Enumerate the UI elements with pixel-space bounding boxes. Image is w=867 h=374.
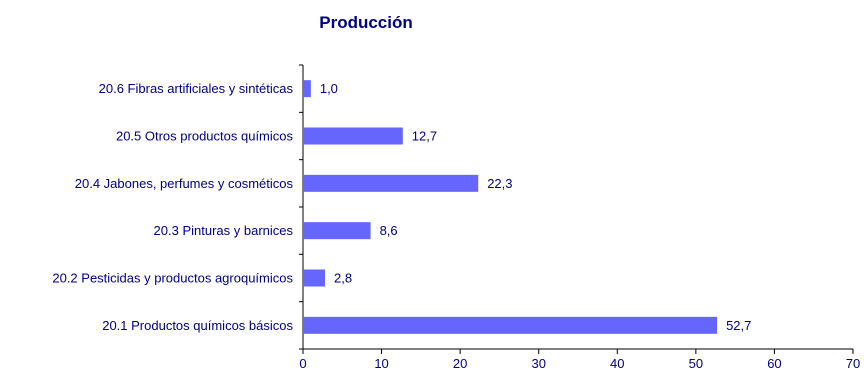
category-label: 20.4 Jabones, perfumes y cosméticos [75,176,294,191]
bar [303,222,371,240]
x-tick-label: 40 [610,356,624,371]
bar [303,80,311,98]
bar [303,174,479,192]
data-label: 2,8 [334,271,352,286]
x-tick-label: 20 [453,356,467,371]
data-label: 22,3 [487,176,512,191]
category-label: 20.5 Otros productos químicos [116,129,294,144]
category-label: 20.2 Pesticidas y productos agroquímicos [52,271,293,286]
bar [303,316,718,334]
x-tick-label: 0 [299,356,306,371]
x-tick-label: 60 [767,356,781,371]
data-label: 12,7 [412,129,437,144]
x-tick-label: 70 [846,356,860,371]
axes [299,64,854,354]
category-label: 20.1 Productos químicos básicos [102,318,293,333]
data-label: 52,7 [726,318,751,333]
bar [303,127,403,145]
bar [303,269,325,287]
data-label: 8,6 [380,223,398,238]
category-label: 20.3 Pinturas y barnices [154,223,294,238]
category-label: 20.6 Fibras artificiales y sintéticas [99,81,294,96]
data-label: 1,0 [320,81,338,96]
x-tick-label: 10 [374,356,388,371]
x-tick-label: 30 [531,356,545,371]
x-tick-label: 50 [689,356,703,371]
chart-title: Producción [319,13,413,32]
bars [303,80,718,334]
labels: 0 10 20 30 40 50 60 70 20.1 Productos químicos b… [52,81,860,371]
